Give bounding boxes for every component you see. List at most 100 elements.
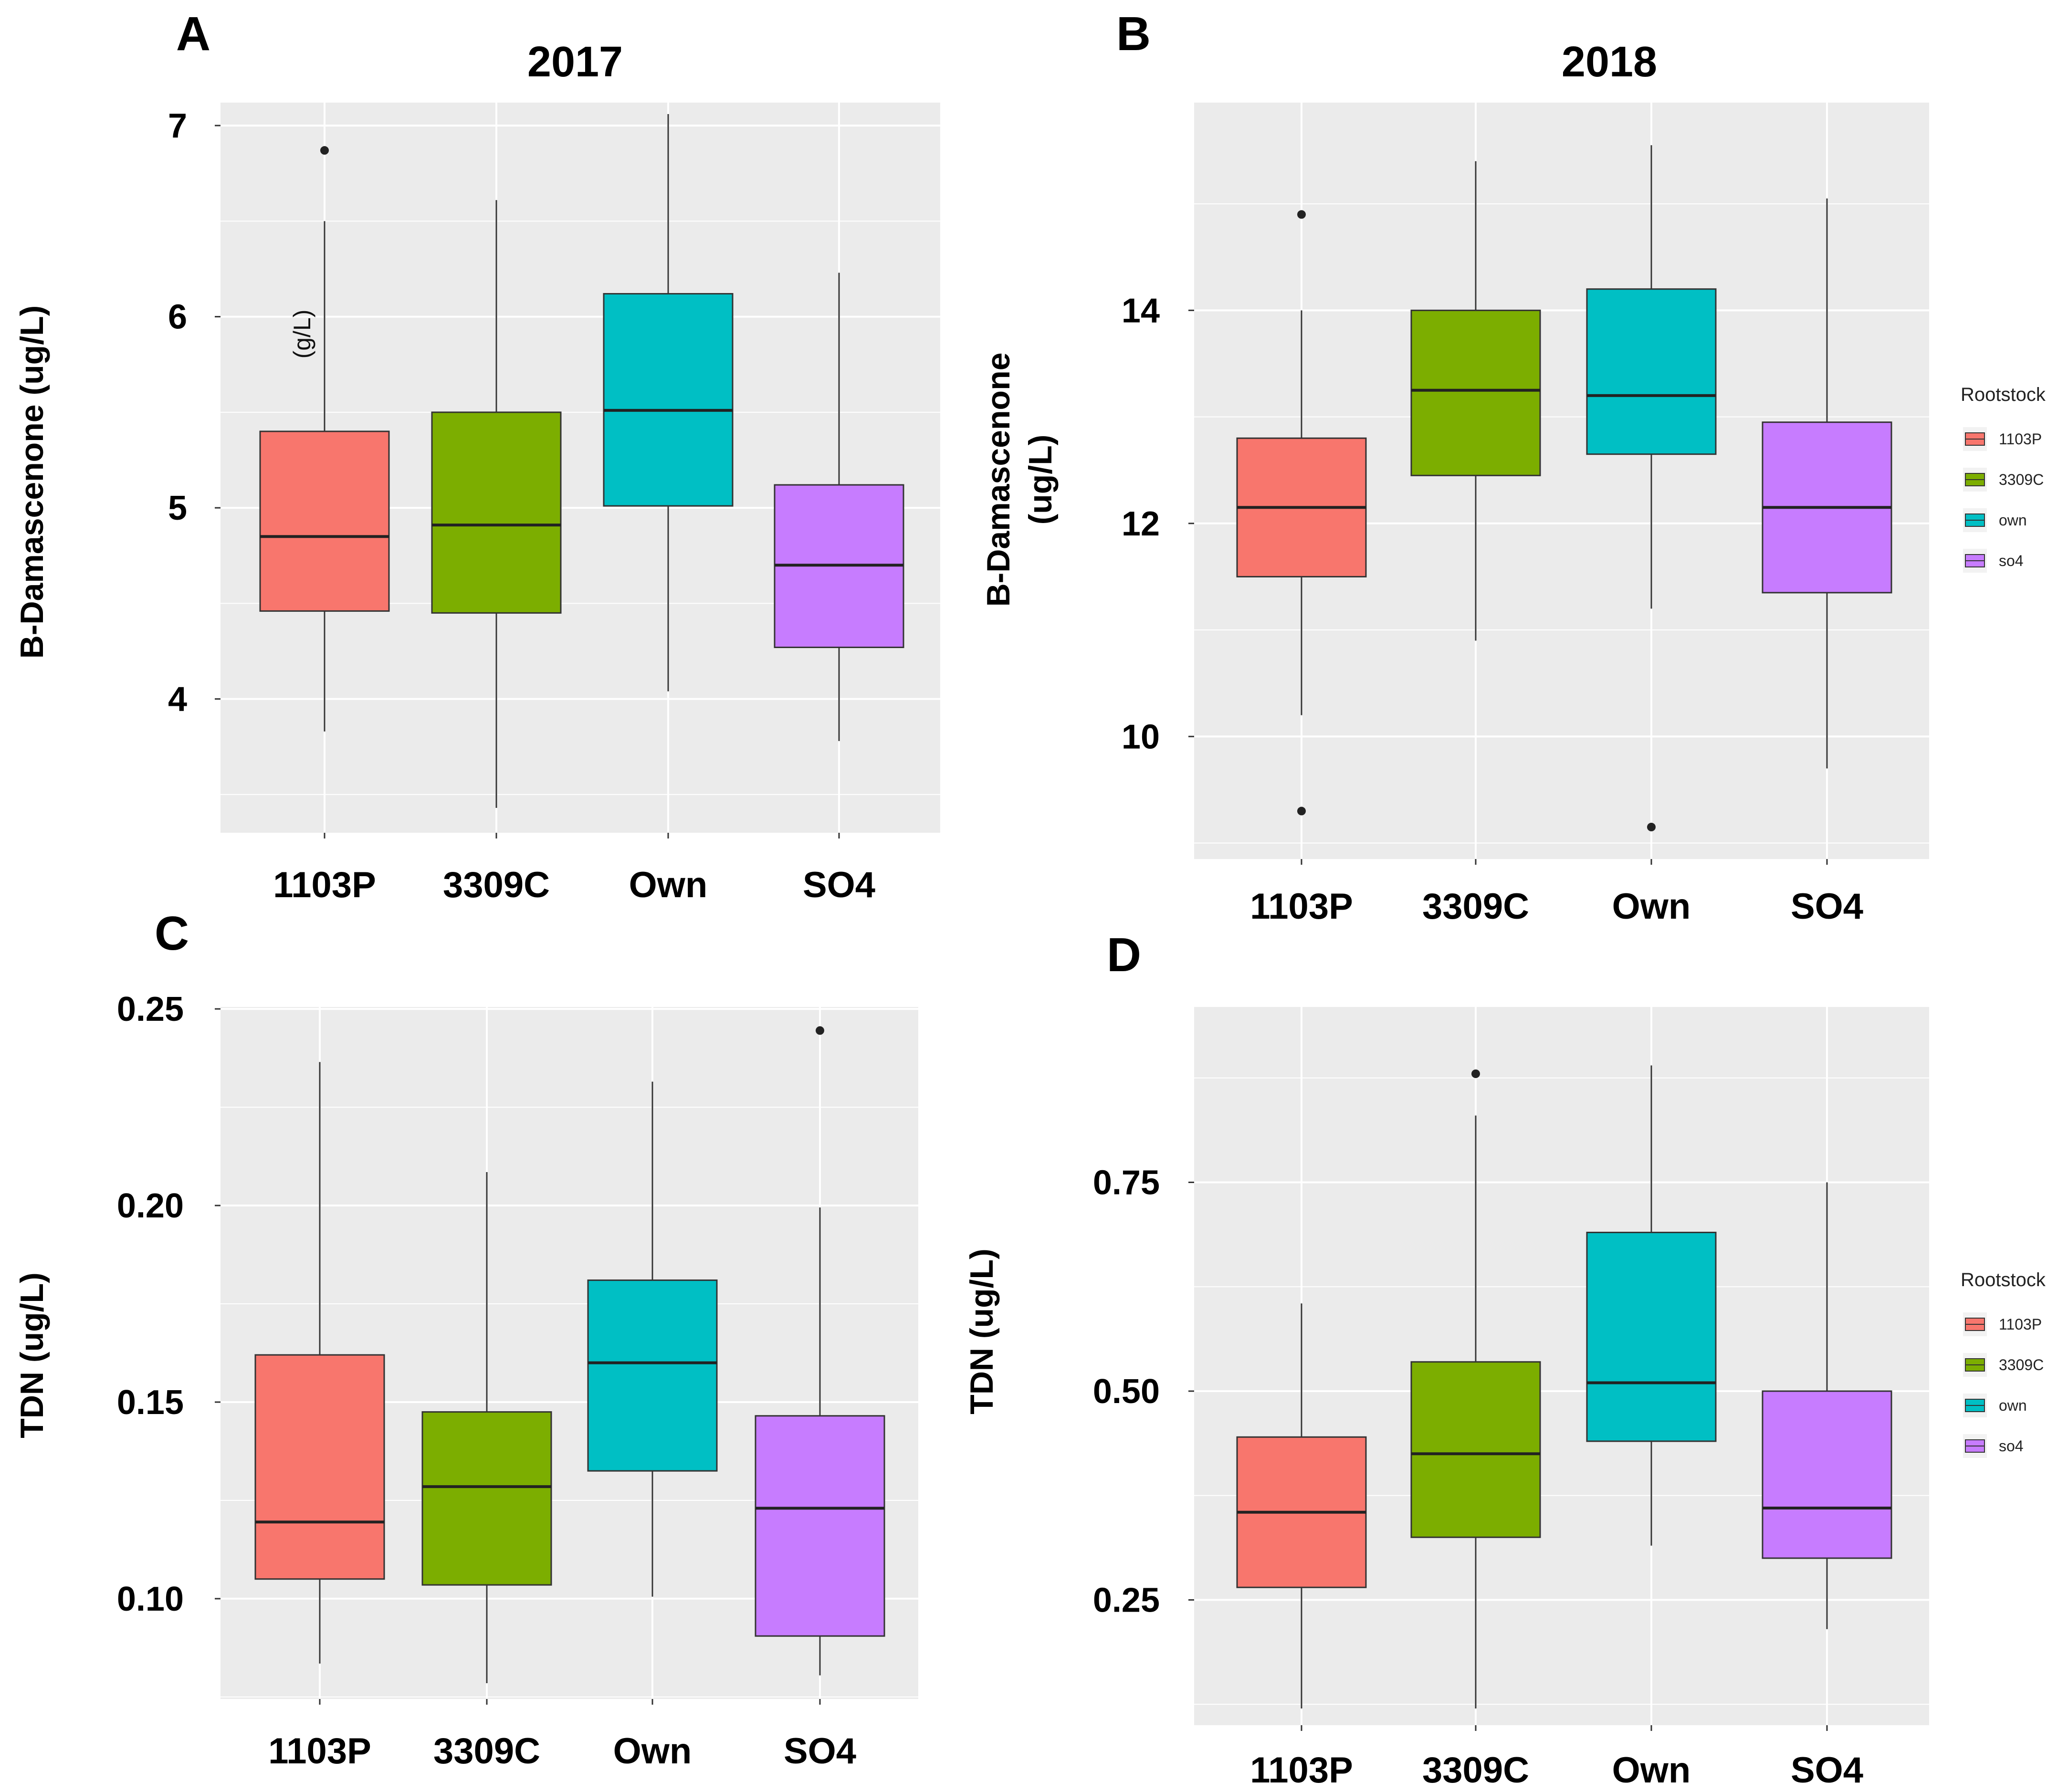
- panel-D: 0.25 0.50 0.75 1103P 3309C Own SO4 D TDN (ug/L) R…: [964, 928, 2046, 1791]
- panel-letter: D: [1107, 928, 1141, 982]
- x-tick-label: Own: [1612, 886, 1691, 927]
- y-tick-label: 4: [168, 681, 187, 719]
- legend-label: so4: [1999, 552, 2024, 569]
- box-body: [1586, 1232, 1717, 1442]
- x-tick-label: SO4: [803, 865, 875, 905]
- panel-B: 10 12 14 1103P 3309C Own SO4 B 2018 B-Damascenone…: [980, 7, 2046, 927]
- legend-item: 3309C: [1963, 1353, 2044, 1377]
- legend-label: 1103P: [1999, 1316, 2042, 1333]
- box-SO4: [1762, 198, 1892, 769]
- panel-C: 0.10 0.15 0.20 0.25 1103P 3309C Own SO4 C TDN (ug…: [14, 907, 918, 1771]
- legend-item: so4: [1963, 549, 2024, 573]
- legend-item: own: [1963, 508, 2027, 532]
- panel-letter: A: [176, 7, 210, 61]
- legend-title: Rootstock: [1961, 384, 2046, 405]
- x-tick-label: SO4: [1791, 1750, 1863, 1791]
- box-body: [1410, 309, 1541, 476]
- y-tick-label: 0.15: [117, 1383, 184, 1422]
- box-3309C: [1410, 161, 1541, 641]
- annotation-text: (g/L): [289, 310, 315, 359]
- box-1103P: [1236, 210, 1367, 816]
- box-body: [259, 430, 390, 612]
- legend: Rootstock 1103P 3309C own so4: [1961, 384, 2046, 573]
- y-axis-title: TDN (ug/L): [14, 1272, 50, 1438]
- box-body: [1410, 1361, 1541, 1538]
- y-tick-label: 6: [168, 298, 187, 336]
- y-tick-label: 14: [1122, 292, 1160, 330]
- x-tick-label: 1103P: [1250, 886, 1353, 927]
- box-3309C: [431, 200, 562, 808]
- x-tick-label: SO4: [1791, 886, 1863, 927]
- y-axis-title: TDN (ug/L): [964, 1248, 1000, 1414]
- box-Own: [587, 1081, 718, 1597]
- legend-label: 3309C: [1999, 471, 2044, 488]
- legend-label: own: [1999, 1397, 2027, 1414]
- box-body: [431, 411, 562, 614]
- box-Own: [1586, 145, 1717, 832]
- box-body: [755, 1415, 885, 1637]
- x-tick-label: 1103P: [1250, 1750, 1353, 1791]
- panel-letter: C: [155, 907, 189, 960]
- legend-title: Rootstock: [1961, 1269, 2046, 1290]
- outlier-point: [1471, 1069, 1480, 1078]
- y-tick-label: 0.50: [1093, 1373, 1160, 1411]
- box-body: [254, 1354, 385, 1580]
- plot-title: 2018: [1562, 38, 1657, 86]
- box-Own: [1586, 1065, 1717, 1546]
- box-SO4: [755, 1026, 885, 1676]
- y-axis-title: B-Damascenone (ug/L): [14, 305, 50, 659]
- box-1103P: [259, 146, 390, 732]
- x-tick-label: Own: [629, 865, 708, 905]
- outlier-point: [320, 146, 329, 155]
- x-tick-label: 3309C: [1422, 1750, 1529, 1791]
- box-body: [1586, 288, 1717, 455]
- box-3309C: [421, 1172, 552, 1684]
- y-tick-label: 10: [1122, 718, 1160, 756]
- legend-item: 3309C: [1963, 468, 2044, 492]
- x-tick-label: SO4: [784, 1731, 856, 1771]
- y-tick-label: 12: [1122, 505, 1160, 543]
- legend-item: 1103P: [1963, 1312, 2042, 1336]
- box-Own: [603, 114, 734, 692]
- panel-A: 4 5 6 7 1103P 3309C Own SO4 A 2017 B-Damascenone (…: [14, 7, 940, 905]
- y-tick-label: 5: [168, 489, 187, 527]
- box-3309C: [1410, 1069, 1541, 1708]
- y-tick-label: 7: [168, 107, 187, 145]
- outlier-point: [1297, 807, 1306, 816]
- outlier-point: [1647, 823, 1656, 832]
- legend-item: so4: [1963, 1434, 2024, 1458]
- x-tick-label: 1103P: [273, 865, 376, 905]
- plot-title: 2017: [527, 38, 623, 86]
- x-tick-label: 3309C: [433, 1731, 540, 1771]
- legend-label: so4: [1999, 1437, 2024, 1455]
- box-body: [587, 1279, 718, 1472]
- y-tick-label: 0.75: [1093, 1164, 1160, 1202]
- legend-item: own: [1963, 1394, 2027, 1417]
- y-axis-title: B-Damascenone (ug/L): [980, 353, 1059, 607]
- legend: Rootstock 1103P 3309C own so4: [1961, 1269, 2046, 1458]
- x-tick-label: 3309C: [443, 865, 550, 905]
- x-tick-label: 1103P: [268, 1731, 371, 1771]
- y-tick-label: 0.10: [117, 1580, 184, 1618]
- x-tick-label: Own: [1612, 1750, 1691, 1791]
- outlier-point: [1297, 210, 1306, 219]
- box-1103P: [254, 1062, 385, 1664]
- legend-label: 3309C: [1999, 1356, 2044, 1373]
- box-body: [1762, 1390, 1892, 1559]
- x-tick-label: 3309C: [1422, 886, 1529, 927]
- box-SO4: [774, 272, 904, 741]
- legend-label: own: [1999, 512, 2027, 529]
- legend-label: 1103P: [1999, 430, 2042, 448]
- outlier-point: [816, 1026, 824, 1035]
- y-tick-label: 0.20: [117, 1187, 184, 1225]
- box-body: [603, 293, 734, 507]
- y-tick-label: 0.25: [117, 990, 184, 1028]
- box-1103P: [1236, 1303, 1367, 1708]
- y-tick-label: 0.25: [1093, 1582, 1160, 1620]
- legend-item: 1103P: [1963, 427, 2042, 451]
- x-tick-label: Own: [613, 1731, 692, 1771]
- box-body: [421, 1411, 552, 1586]
- panel-letter: B: [1116, 7, 1151, 61]
- plot-background: [1194, 1007, 1929, 1725]
